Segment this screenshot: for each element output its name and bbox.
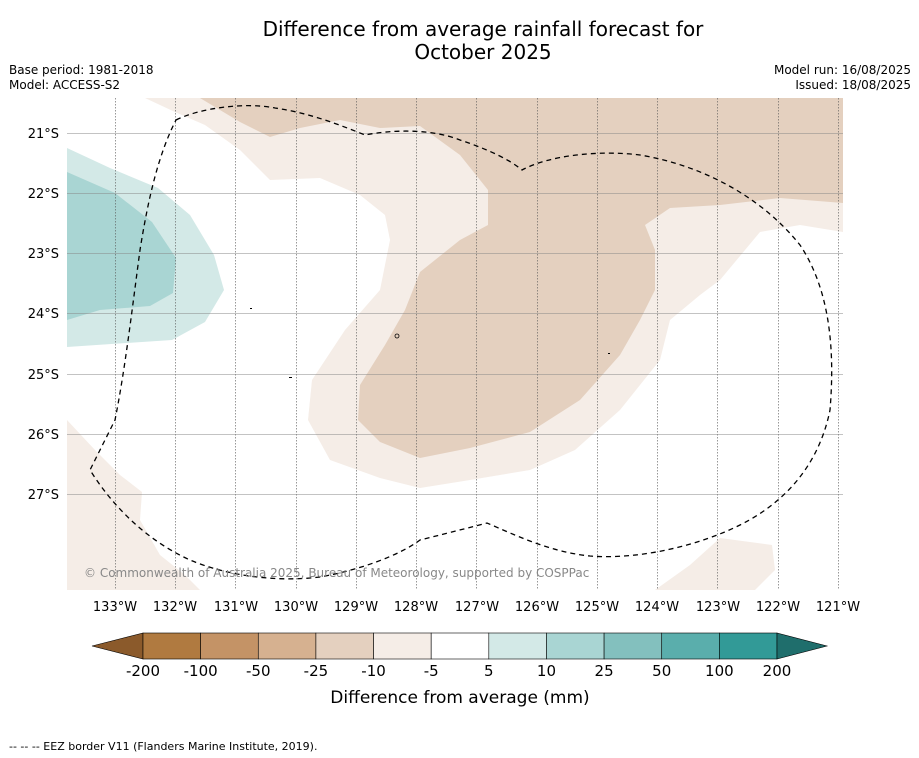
colorbar-segment: [719, 632, 778, 660]
eez-footnote: -- -- -- EEZ border V11 (Flanders Marine…: [9, 740, 318, 753]
contour-dry-medium: [200, 98, 843, 458]
lat-label: 26°S: [28, 428, 59, 443]
colorbar-tick-label: -5: [424, 662, 439, 680]
lat-grid-lines: [67, 133, 843, 495]
colorbar-segment: [315, 632, 374, 660]
map-panel: © Commonwealth of Australia 2025, Bureau…: [67, 98, 843, 590]
colorbar-label: Difference from average (mm): [330, 688, 589, 708]
colorbar-segment: [200, 632, 259, 660]
colorbar-tick-label: -50: [246, 662, 271, 680]
colorbar-tick-label: 200: [763, 662, 792, 680]
lat-label: 24°S: [28, 307, 59, 322]
lon-label: 133°W: [93, 600, 137, 615]
colorbar-segment: [546, 632, 605, 660]
lon-label: 122°W: [756, 600, 800, 615]
colorbar-tick-label: 100: [705, 662, 734, 680]
model-run: Model run: 16/08/2025: [773, 63, 911, 77]
colorbar-segment: [661, 632, 720, 660]
lon-label: 123°W: [696, 600, 740, 615]
lat-label: 27°S: [28, 488, 59, 503]
lon-label: 131°W: [214, 600, 258, 615]
colorbar-arrow-low: [91, 632, 144, 660]
lon-label: 126°W: [515, 600, 559, 615]
issued-date: Issued: 18/08/2025: [795, 78, 911, 92]
lon-label: 125°W: [575, 600, 619, 615]
lon-label: 121°W: [816, 600, 860, 615]
colorbar-tick-label: 5: [484, 662, 494, 680]
colorbar-segment: [430, 632, 490, 660]
colorbar-segment: [488, 632, 547, 660]
colorbar-segment: [142, 632, 201, 660]
model-name: Model: ACCESS-S2: [9, 78, 121, 92]
islands: [250, 308, 610, 378]
contour-wet-medium: [67, 172, 176, 320]
colorbar-tick-label: 50: [652, 662, 671, 680]
lat-label: 21°S: [28, 127, 59, 142]
lat-label: 22°S: [28, 187, 59, 202]
colorbar-tick-label: -25: [304, 662, 329, 680]
title-line-2: October 2025: [414, 40, 552, 64]
meta-right: Model run: 16/08/2025 Issued: 18/08/2025: [774, 63, 911, 93]
contour-dry-southwest: [67, 420, 200, 590]
colorbar-tick-label: -100: [184, 662, 218, 680]
colorbar-segment: [257, 632, 317, 660]
colorbar-tick-label: 10: [537, 662, 556, 680]
lon-label: 130°W: [274, 600, 318, 615]
colorbar-segment: [373, 632, 432, 660]
lat-label: 25°S: [28, 368, 59, 383]
lat-label: 23°S: [28, 247, 59, 262]
title-line-1: Difference from average rainfall forecas…: [262, 17, 704, 41]
colorbar-arrow-high: [776, 632, 829, 660]
meta-left: Base period: 1981-2018 Model: ACCESS-S2: [9, 63, 154, 93]
copyright-text: © Commonwealth of Australia 2025, Bureau…: [84, 566, 589, 580]
lat-labels: 21°S 22°S 23°S 24°S 25°S 26°S 27°S: [28, 127, 59, 503]
lon-label: 127°W: [455, 600, 499, 615]
colorbar-tick-label: -10: [361, 662, 386, 680]
lon-label: 132°W: [153, 600, 197, 615]
colorbar: [91, 632, 829, 660]
lon-label: 124°W: [635, 600, 679, 615]
lon-label: 129°W: [334, 600, 378, 615]
colorbar-ticks: -200 -100 -50 -25 -10 -5 5 10 25 50 100 200: [126, 662, 791, 680]
map-title: Difference from average rainfall forecas…: [0, 18, 919, 64]
lon-labels: 133°W 132°W 131°W 130°W 129°W 128°W 127°…: [93, 600, 860, 615]
colorbar-tick-label: 25: [595, 662, 614, 680]
eez-border: [89, 104, 833, 580]
lon-label: 128°W: [394, 600, 438, 615]
base-period: Base period: 1981-2018: [9, 63, 154, 77]
colorbar-segment: [603, 632, 663, 660]
colorbar-tick-label: -200: [126, 662, 160, 680]
contour-dry-southeast: [655, 538, 775, 590]
